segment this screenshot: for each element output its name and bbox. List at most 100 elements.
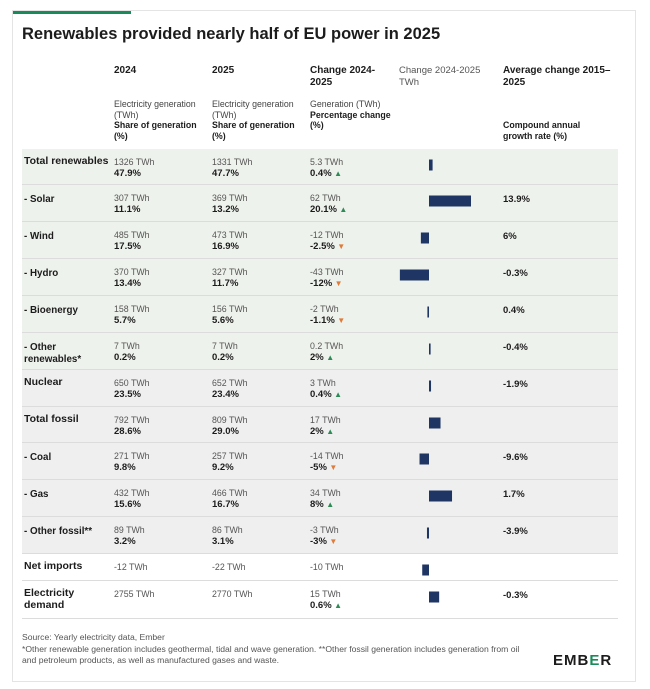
change-value: 34 TWh — [310, 488, 341, 498]
gen-2024: 307 TWh 11.1% — [114, 193, 150, 215]
gen-2025: 809 TWh 29.0% — [212, 415, 248, 437]
change-cell: 3 TWh 0.4% ▲ — [310, 378, 342, 400]
share-2024: 3.2% — [114, 536, 136, 547]
gen-2024-value: 271 TWh — [114, 451, 150, 461]
change-cell: -14 TWh -5% ▼ — [310, 451, 344, 473]
gen-2024: 158 TWh 5.7% — [114, 304, 150, 326]
change-cell: -10 TWh — [310, 562, 344, 573]
table-row: - Other fossil** 89 TWh 3.2% 86 TWh 3.1% -3 T… — [22, 517, 618, 554]
chart-card: Renewables provided nearly half of EU po… — [12, 10, 636, 682]
cagr-value: 0.4% — [503, 305, 525, 316]
share-2025: 16.9% — [212, 241, 239, 252]
cagr-value: -9.6% — [503, 452, 528, 463]
gen-2025: 369 TWh 13.2% — [212, 193, 248, 215]
share-2024: 5.7% — [114, 315, 136, 326]
subheader-change-gen: Generation (TWh) — [310, 99, 381, 109]
gen-2025-value: 327 TWh — [212, 267, 248, 277]
share-2025: 13.2% — [212, 204, 239, 215]
table-row: Nuclear 650 TWh 23.5% 652 TWh 23.4% 3 TWh 0.4%… — [22, 370, 618, 407]
row-label: Total renewables — [24, 155, 109, 167]
gen-2024-value: -12 TWh — [114, 562, 148, 572]
share-2025: 23.4% — [212, 389, 239, 400]
down-arrow-icon: ▼ — [334, 279, 343, 288]
change-cell: -2 TWh -1.1% ▼ — [310, 304, 345, 326]
gen-2025-value: 156 TWh — [212, 304, 248, 314]
gen-2025: 1331 TWh 47.7% — [212, 157, 252, 179]
cagr-value: -3.9% — [503, 526, 528, 537]
up-arrow-icon: ▲ — [334, 169, 343, 178]
cagr-value: -0.4% — [503, 342, 528, 353]
share-2024: 28.6% — [114, 426, 141, 437]
subheader-2024-gen: Electricity generation (TWh) — [114, 99, 196, 120]
gen-2025: 2770 TWh — [212, 589, 252, 600]
change-value: -43 TWh — [310, 267, 344, 277]
gen-2024: 485 TWh 17.5% — [114, 230, 150, 252]
share-2024: 9.8% — [114, 462, 136, 473]
gen-2025-value: 473 TWh — [212, 230, 248, 240]
gen-2025-value: 369 TWh — [212, 193, 248, 203]
pct-change: 2% — [310, 426, 324, 437]
subheader-2025-gen: Electricity generation (TWh) — [212, 99, 294, 120]
gen-2025-value: 86 TWh — [212, 525, 243, 535]
gen-2024-value: 1326 TWh — [114, 157, 155, 167]
change-value: -2 TWh — [310, 304, 339, 314]
pct-change: -12% — [310, 278, 333, 289]
share-2025: 3.1% — [212, 536, 234, 547]
gen-2025-value: 7 TWh — [212, 341, 238, 351]
header-2024: 2024 — [114, 65, 137, 76]
change-value: 17 TWh — [310, 415, 341, 425]
subheader-change: Generation (TWh) Percentage change (%) — [310, 99, 400, 131]
subheader-2024: Electricity generation (TWh) Share of ge… — [114, 99, 206, 141]
down-arrow-icon: ▼ — [337, 316, 346, 325]
table-row: - Coal 271 TWh 9.8% 257 TWh 9.2% -14 TWh -5% ▼… — [22, 443, 618, 480]
up-arrow-icon: ▲ — [326, 427, 335, 436]
pct-change: 0.4% — [310, 389, 332, 400]
share-2025: 5.6% — [212, 315, 234, 326]
cagr-value: 6% — [503, 231, 517, 242]
change-cell: 0.2 TWh 2% ▲ — [310, 341, 343, 363]
gen-2024-value: 158 TWh — [114, 304, 150, 314]
subheader-2024-share: Share of generation (%) — [114, 120, 197, 141]
gen-2024-value: 650 TWh — [114, 378, 150, 388]
row-label: Net imports — [24, 560, 83, 572]
share-2025: 16.7% — [212, 499, 239, 510]
share-2025: 11.7% — [212, 278, 239, 289]
gen-2024-value: 2755 TWh — [114, 589, 155, 599]
cagr-value: -0.3% — [503, 268, 528, 279]
gen-2025-value: -22 TWh — [212, 562, 246, 572]
change-value: -12 TWh — [310, 230, 344, 240]
table-row: Total fossil 792 TWh 28.6% 809 TWh 29.0% 17 T… — [22, 407, 618, 443]
gen-2025-value: 2770 TWh — [212, 589, 253, 599]
gen-2025-value: 1331 TWh — [212, 157, 253, 167]
change-value: 5.3 TWh — [310, 157, 344, 167]
gen-2024: 792 TWh 28.6% — [114, 415, 150, 437]
gen-2024: 1326 TWh 47.9% — [114, 157, 154, 179]
share-2024: 13.4% — [114, 278, 141, 289]
share-2024: 11.1% — [114, 204, 141, 215]
gen-2025: 466 TWh 16.7% — [212, 488, 248, 510]
pct-change: 20.1% — [310, 204, 337, 215]
share-2025: 29.0% — [212, 426, 239, 437]
gen-2024-value: 307 TWh — [114, 193, 150, 203]
footer-notes: Source: Yearly electricity data, Ember *… — [22, 632, 522, 667]
pct-change: 8% — [310, 499, 324, 510]
down-arrow-icon: ▼ — [329, 537, 338, 546]
table-row: - Wind 485 TWh 17.5% 473 TWh 16.9% -12 TWh -2.… — [22, 222, 618, 259]
subheader-cagr-label: Compound annual growth rate (%) — [503, 120, 581, 141]
gen-2024-value: 485 TWh — [114, 230, 150, 240]
gen-2024-value: 7 TWh — [114, 341, 140, 351]
gen-2025: -22 TWh — [212, 562, 246, 573]
gen-2025: 327 TWh 11.7% — [212, 267, 248, 289]
pct-change: -5% — [310, 462, 327, 473]
change-value: 15 TWh — [310, 589, 341, 599]
change-cell: 34 TWh 8% ▲ — [310, 488, 341, 510]
row-label: - Other fossil** — [24, 526, 93, 537]
table-row: Total renewables 1326 TWh 47.9% 1331 TWh 47.… — [22, 149, 618, 185]
row-label: - Bioenergy — [24, 305, 78, 316]
up-arrow-icon: ▲ — [339, 205, 348, 214]
row-label: Nuclear — [24, 376, 63, 388]
gen-2025-value: 652 TWh — [212, 378, 248, 388]
header-change: Change 2024-2025 — [310, 65, 376, 88]
ember-logo: EMBER — [553, 652, 612, 669]
row-label: - Hydro — [24, 268, 59, 279]
